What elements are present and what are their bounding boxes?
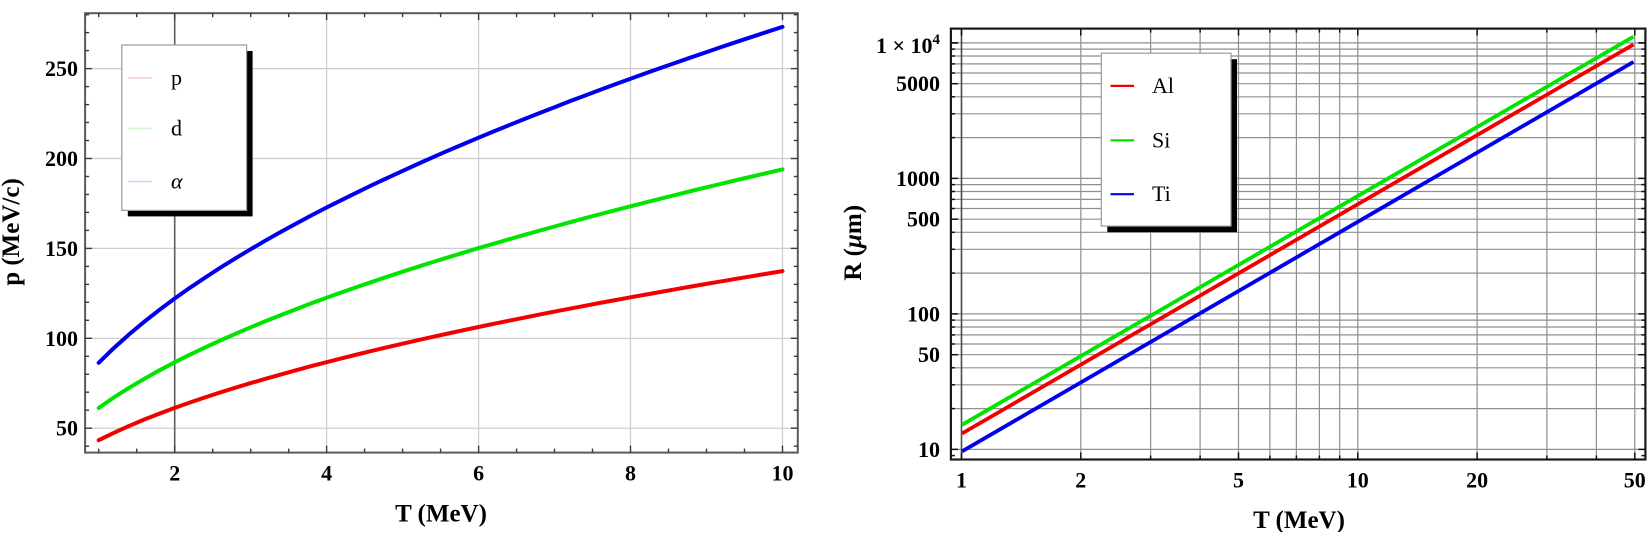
svg-text:T (MeV): T (MeV) bbox=[395, 501, 487, 528]
svg-text:250: 250 bbox=[45, 56, 78, 81]
svg-text:50: 50 bbox=[56, 416, 78, 441]
svg-text:20: 20 bbox=[1466, 468, 1488, 493]
svg-text:10: 10 bbox=[1347, 468, 1369, 493]
svg-text:2: 2 bbox=[169, 461, 180, 486]
svg-text:4: 4 bbox=[321, 461, 332, 486]
svg-text:1000: 1000 bbox=[896, 166, 940, 191]
svg-text:α: α bbox=[171, 169, 183, 194]
svg-text:50: 50 bbox=[1624, 468, 1646, 493]
svg-text:200: 200 bbox=[45, 146, 78, 171]
svg-text:100: 100 bbox=[45, 326, 78, 351]
svg-text:d: d bbox=[171, 115, 182, 140]
svg-text:10: 10 bbox=[772, 461, 794, 486]
svg-text:150: 150 bbox=[45, 236, 78, 261]
svg-text:500: 500 bbox=[907, 207, 940, 232]
svg-text:10: 10 bbox=[918, 437, 940, 462]
svg-text:1: 1 bbox=[956, 468, 967, 493]
svg-text:8: 8 bbox=[625, 461, 636, 486]
svg-text:100: 100 bbox=[907, 301, 940, 326]
svg-text:5000: 5000 bbox=[896, 71, 940, 96]
svg-text:p: p bbox=[171, 65, 182, 90]
svg-text:2: 2 bbox=[1075, 468, 1086, 493]
svg-text:1 × 104: 1 × 104 bbox=[876, 32, 941, 58]
svg-text:Al: Al bbox=[1152, 73, 1174, 98]
svg-text:5: 5 bbox=[1233, 468, 1244, 493]
svg-text:T (MeV): T (MeV) bbox=[1253, 507, 1345, 532]
svg-text:Si: Si bbox=[1152, 127, 1170, 152]
svg-text:R (μm): R (μm) bbox=[840, 205, 867, 281]
svg-text:p (MeV/c): p (MeV/c) bbox=[0, 178, 25, 286]
svg-text:6: 6 bbox=[473, 461, 484, 486]
svg-text:50: 50 bbox=[918, 342, 940, 367]
svg-text:Ti: Ti bbox=[1152, 181, 1171, 206]
